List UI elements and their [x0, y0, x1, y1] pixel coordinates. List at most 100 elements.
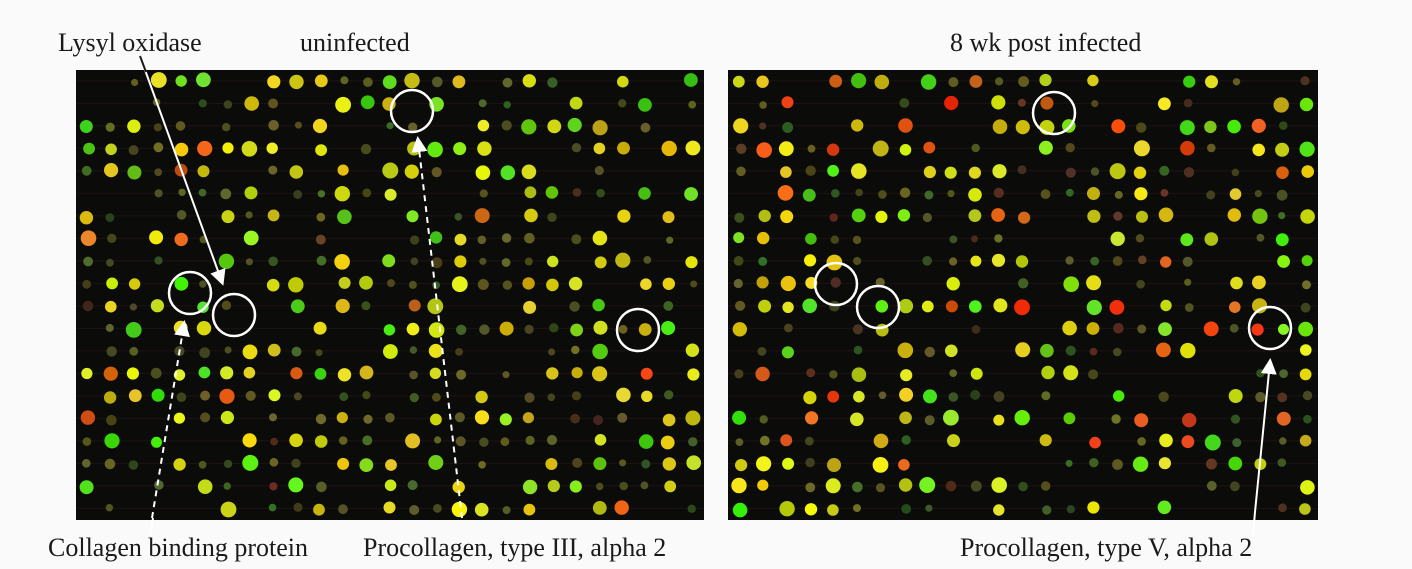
array-spot: [1230, 414, 1241, 424]
array-spot: [758, 256, 768, 266]
array-spot: [993, 504, 1005, 516]
array-streak: [76, 395, 704, 397]
array-spot: [806, 368, 816, 378]
array-spot: [475, 165, 491, 180]
array-spot: [831, 189, 840, 198]
array-spot: [200, 412, 211, 423]
array-spot: [266, 142, 278, 154]
array-spot: [684, 187, 698, 201]
array-spot: [428, 322, 445, 338]
array-spot: [176, 392, 187, 403]
array-spot: [756, 75, 769, 88]
array-spot: [521, 164, 537, 180]
array-spot: [593, 142, 606, 155]
array-spot: [756, 456, 772, 472]
array-spot: [1087, 209, 1101, 223]
array-spot: [126, 367, 139, 380]
array-spot: [384, 188, 397, 201]
array-spot: [875, 300, 889, 313]
array-spot: [685, 343, 700, 357]
array-spot: [1136, 210, 1148, 223]
array-spot: [991, 253, 1006, 267]
array-spot: [596, 482, 604, 491]
array-spot: [383, 324, 396, 336]
array-spot: [174, 142, 189, 157]
array-spot: [686, 455, 701, 471]
array-spot: [409, 370, 418, 380]
array-spot: [1114, 190, 1123, 199]
microarray-8wk-infected: [728, 70, 1318, 520]
array-spot: [614, 500, 629, 515]
array-spot: [781, 96, 794, 109]
array-spot: [735, 438, 744, 446]
array-spot: [173, 458, 186, 471]
array-spot: [901, 435, 911, 445]
array-spot: [924, 190, 934, 200]
array-spot: [1183, 167, 1195, 178]
array-spot: [1134, 413, 1149, 428]
array-spot: [872, 140, 889, 157]
array-spot: [197, 301, 209, 313]
array-spot: [685, 410, 701, 426]
array-spot: [359, 275, 373, 290]
array-spot: [409, 393, 419, 403]
spot-grid-right: [728, 73, 1318, 518]
array-streak: [728, 462, 1318, 464]
array-spot: [1132, 456, 1149, 472]
array-spot: [153, 123, 162, 132]
array-spot: [383, 501, 396, 514]
array-spot: [221, 210, 235, 224]
array-spot: [732, 322, 747, 337]
array-spot: [288, 277, 304, 293]
array-spot: [316, 255, 327, 266]
array-spot: [221, 300, 232, 310]
array-spot: [1014, 410, 1030, 426]
array-spot: [944, 166, 957, 179]
array-spot: [433, 504, 442, 513]
spot-grid-left: [76, 72, 704, 518]
array-streak: [728, 237, 1318, 239]
array-spot: [826, 143, 840, 156]
array-spot: [174, 346, 185, 357]
array-spot: [640, 367, 653, 380]
array-spot: [827, 390, 840, 403]
array-spot: [829, 370, 838, 379]
array-spot: [1017, 165, 1027, 175]
array-spot: [1299, 368, 1312, 381]
array-spot: [1279, 369, 1288, 378]
array-spot: [503, 101, 511, 109]
array-spot: [594, 434, 607, 446]
array-spot: [593, 457, 607, 471]
array-spot: [315, 349, 323, 357]
array-spot: [409, 505, 420, 515]
array-spot: [103, 366, 118, 381]
array-spot: [175, 121, 186, 131]
array-spot: [479, 324, 490, 335]
array-spot: [943, 409, 959, 426]
array-spot: [548, 348, 556, 356]
array-streak: [76, 372, 704, 374]
array-spot: [1204, 120, 1217, 134]
array-spot: [218, 253, 235, 269]
array-spot: [154, 168, 163, 177]
array-spot: [334, 186, 350, 202]
array-spot: [178, 188, 186, 196]
array-spot: [79, 120, 93, 133]
array-spot: [851, 119, 864, 132]
array-spot: [1158, 322, 1172, 336]
array-spot: [638, 323, 652, 336]
array-spot: [875, 323, 889, 337]
array-spot: [593, 415, 604, 426]
array-spot: [733, 118, 749, 134]
array-spot: [1300, 76, 1310, 86]
array-spot: [781, 346, 794, 359]
array-spot: [197, 165, 210, 178]
array-spot: [385, 459, 397, 471]
array-spot: [176, 210, 187, 220]
array-spot: [337, 209, 352, 225]
array-spot: [198, 99, 207, 108]
array-spot: [1183, 98, 1193, 108]
array-spot: [971, 325, 981, 334]
array-spot: [268, 120, 279, 131]
array-spot: [1300, 209, 1315, 224]
